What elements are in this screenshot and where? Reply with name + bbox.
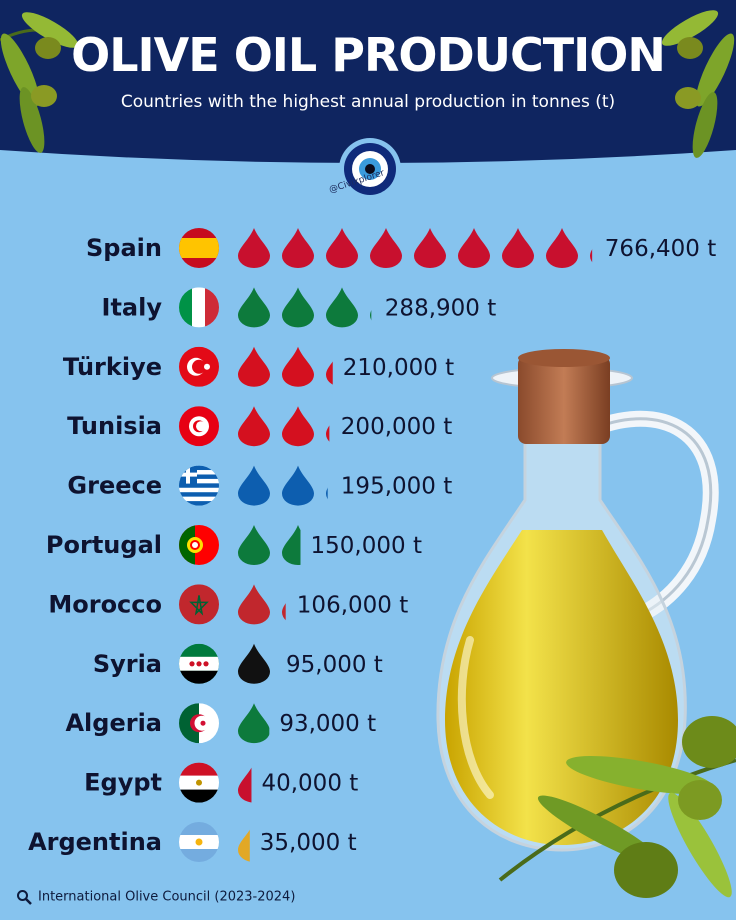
- value-label: 106,000 t: [297, 592, 408, 618]
- drop-mark: [546, 228, 578, 268]
- chart-row: Portugal 150,000 t: [46, 525, 422, 565]
- chart-row: Greece 195,000 t: [67, 465, 452, 506]
- drop-mark: [282, 465, 314, 506]
- partial-drop-mark: [370, 310, 372, 321]
- drop-mark: [370, 228, 402, 268]
- olive-branch-bottom-decoration: [498, 716, 736, 898]
- page-subtitle: Countries with the highest annual produc…: [120, 92, 616, 112]
- drop-mark: [326, 287, 358, 328]
- olive-branch-right-decoration: [661, 10, 735, 158]
- chart-row: Morocco 106,000 t: [48, 584, 408, 625]
- category-label: Greece: [67, 472, 162, 500]
- chart-row: Syria 95,000 t: [93, 643, 383, 684]
- value-label: 200,000 t: [341, 414, 452, 440]
- drop-mark: [282, 228, 314, 268]
- category-label: Syria: [93, 650, 162, 678]
- partial-drop-mark: [282, 603, 286, 620]
- turkiye-flag: [179, 346, 219, 387]
- value-label: 766,400 t: [605, 236, 716, 262]
- evil-eye-logo: [339, 138, 401, 200]
- header-band: [0, 0, 736, 163]
- page-title: OLIVE OIL PRODUCTION: [71, 28, 666, 82]
- portugal-flag: [179, 525, 219, 565]
- category-label: Morocco: [48, 590, 162, 618]
- category-label: Egypt: [84, 769, 162, 797]
- morocco-flag: [179, 584, 219, 625]
- category-label: Portugal: [46, 531, 162, 559]
- chart-row: Algeria 93,000 t: [65, 703, 376, 744]
- drop-mark: [238, 643, 270, 684]
- value-label: 150,000 t: [311, 533, 422, 559]
- partial-drop-mark: [238, 767, 252, 803]
- drop-mark: [238, 525, 270, 565]
- algeria-flag: [179, 703, 219, 744]
- category-label: Argentina: [28, 828, 162, 856]
- italy-flag: [179, 287, 219, 328]
- drop-mark: [238, 465, 270, 506]
- drop-mark: [414, 228, 446, 268]
- value-label: 93,000 t: [279, 711, 376, 737]
- chart-row: Türkiye 210,000 t: [63, 346, 454, 387]
- value-label: 288,900 t: [385, 295, 496, 321]
- value-label: 95,000 t: [286, 652, 383, 678]
- source-text: International Olive Council (2023-2024): [38, 889, 296, 905]
- category-label: Spain: [86, 234, 162, 262]
- partial-drop-mark: [326, 425, 330, 442]
- partial-drop-mark: [238, 829, 250, 862]
- value-label: 210,000 t: [343, 355, 454, 381]
- drop-mark: [326, 228, 358, 268]
- partial-drop-mark: [282, 525, 301, 565]
- syria-flag: [179, 643, 219, 684]
- value-label: 40,000 t: [261, 771, 358, 797]
- category-label: Türkiye: [63, 353, 162, 381]
- category-label: Italy: [102, 293, 163, 321]
- partial-drop-mark: [590, 249, 593, 262]
- tunisia-flag: [179, 406, 219, 447]
- category-label: Tunisia: [67, 412, 162, 440]
- drop-mark: [238, 346, 270, 387]
- drop-mark: [458, 228, 490, 268]
- olive-branch-left-decoration: [0, 12, 79, 153]
- value-label: 35,000 t: [260, 830, 357, 856]
- partial-drop-mark: [326, 487, 328, 499]
- drop-mark: [502, 228, 534, 268]
- drop-mark: [238, 228, 270, 268]
- drop-mark: [282, 346, 314, 387]
- greece-flag: [179, 465, 219, 506]
- chart-row: Argentina 35,000 t: [28, 822, 357, 862]
- drop-mark: [238, 287, 270, 328]
- argentina-flag: [179, 822, 219, 862]
- egypt-flag: [179, 762, 219, 803]
- chart-row: Tunisia 200,000 t: [67, 406, 452, 447]
- category-label: Algeria: [65, 709, 162, 737]
- partial-drop-mark: [238, 703, 270, 744]
- drop-mark: [238, 406, 270, 447]
- chart-row: Egypt 40,000 t: [84, 762, 358, 803]
- source-note: International Olive Council (2023-2024): [16, 889, 295, 905]
- partial-drop-mark: [326, 361, 333, 385]
- spain-flag: [179, 228, 219, 268]
- chart-row: Spain 766,400 t: [86, 228, 716, 268]
- drop-mark: [282, 287, 314, 328]
- magnifier-icon: [17, 890, 32, 905]
- drop-mark: [282, 406, 314, 447]
- value-label: 195,000 t: [341, 474, 452, 500]
- drop-mark: [238, 584, 270, 625]
- chart-row: Italy 288,900 t: [102, 287, 496, 328]
